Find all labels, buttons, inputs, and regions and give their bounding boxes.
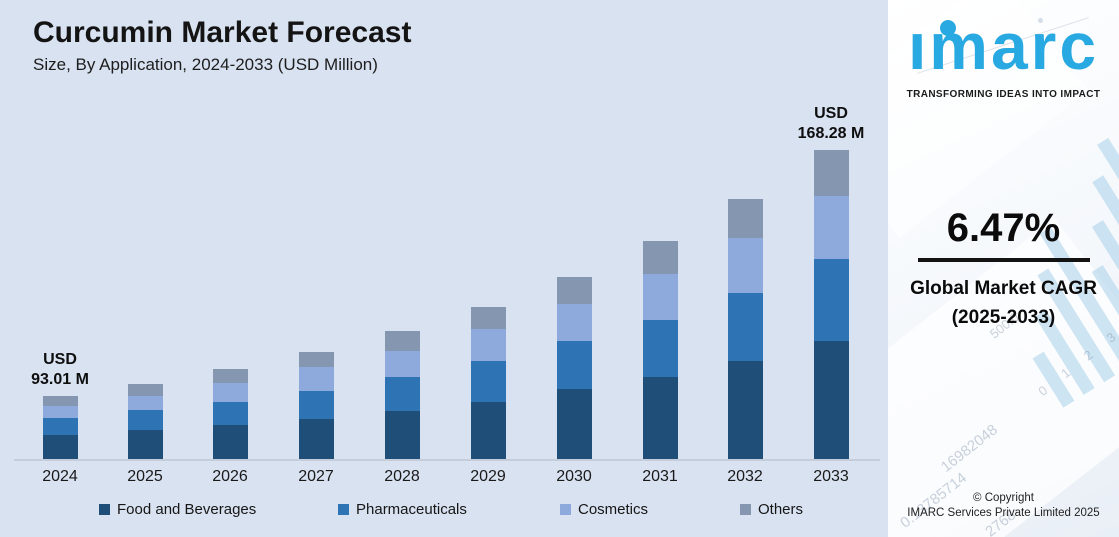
bar-segment-cosmetics bbox=[813, 196, 849, 259]
bar-2025 bbox=[127, 384, 163, 459]
bar-segment-cosmetics bbox=[42, 406, 78, 418]
bar-segment-cosmetics bbox=[212, 383, 248, 402]
bar-2030 bbox=[556, 277, 592, 459]
chart-subtitle: Size, By Application, 2024-2033 (USD Mil… bbox=[33, 55, 378, 74]
legend-label-pharmaceuticals: Pharmaceuticals bbox=[356, 501, 467, 518]
bar-segment-pharmaceuticals bbox=[727, 293, 763, 361]
x-axis-line bbox=[14, 459, 880, 461]
bar-segment-food-and-beverages bbox=[556, 389, 592, 459]
bar-segment-others bbox=[127, 384, 163, 396]
legend-swatch-cosmetics bbox=[560, 504, 571, 515]
bar-segment-cosmetics bbox=[384, 351, 420, 377]
bar-2026 bbox=[212, 369, 248, 459]
bar-segment-pharmaceuticals bbox=[470, 361, 506, 402]
bar-segment-food-and-beverages bbox=[298, 419, 334, 459]
bar-2028 bbox=[384, 331, 420, 459]
legend-item-cosmetics: Cosmetics bbox=[560, 501, 648, 518]
brand-sidebar: 500.0 0 1 2 3 4 16982048 0.13785714 2768… bbox=[888, 0, 1119, 537]
cagr-divider bbox=[917, 258, 1090, 262]
data-label-line2: 93.01 M bbox=[31, 371, 89, 388]
bar-segment-others bbox=[556, 277, 592, 304]
legend-label-others: Others bbox=[758, 501, 804, 518]
bar-2024 bbox=[42, 396, 78, 459]
data-label-line1: USD bbox=[43, 351, 77, 368]
legend-swatch-food-and-beverages bbox=[99, 504, 110, 515]
bar-segment-others bbox=[813, 150, 849, 196]
legend-item-food-and-beverages: Food and Beverages bbox=[99, 501, 256, 518]
data-label-line1: USD bbox=[814, 105, 848, 122]
imarc-logo-dot-icon bbox=[940, 20, 956, 36]
legend-label-food-and-beverages: Food and Beverages bbox=[117, 501, 257, 518]
bar-segment-food-and-beverages bbox=[42, 435, 78, 459]
legend-swatch-pharmaceuticals bbox=[338, 504, 349, 515]
data-label-2033: USD 168.28 M bbox=[771, 104, 891, 144]
bar-segment-food-and-beverages bbox=[642, 377, 678, 459]
bar-segment-cosmetics bbox=[556, 304, 592, 341]
decor-node-dot bbox=[1038, 18, 1043, 23]
bar-segment-food-and-beverages bbox=[212, 425, 248, 459]
bar-segment-others bbox=[298, 352, 334, 367]
bar-segment-food-and-beverages bbox=[470, 402, 506, 459]
copyright-line1: © Copyright bbox=[973, 492, 1034, 504]
x-axis-label-2029: 2029 bbox=[470, 468, 506, 485]
bar-segment-others bbox=[212, 369, 248, 383]
data-label-2024: USD 93.01 M bbox=[0, 350, 120, 390]
bar-segment-pharmaceuticals bbox=[212, 402, 248, 425]
bar-segment-others bbox=[42, 396, 78, 406]
bar-2029 bbox=[470, 307, 506, 459]
chart-title: Curcumin Market Forecast bbox=[33, 16, 412, 49]
legend-swatch-others bbox=[740, 504, 751, 515]
bar-segment-others bbox=[470, 307, 506, 329]
legend-item-pharmaceuticals: Pharmaceuticals bbox=[338, 501, 467, 518]
imarc-logo: ımarc bbox=[888, 8, 1119, 84]
bar-segment-cosmetics bbox=[727, 238, 763, 293]
bar-segment-cosmetics bbox=[642, 274, 678, 320]
bar-segment-pharmaceuticals bbox=[127, 410, 163, 430]
data-label-line2: 168.28 M bbox=[797, 125, 865, 142]
x-axis-label-2032: 2032 bbox=[727, 468, 763, 485]
bar-segment-others bbox=[727, 199, 763, 238]
bar-segment-food-and-beverages bbox=[384, 411, 420, 459]
copyright-line2: IMARC Services Private Limited 2025 bbox=[907, 507, 1100, 519]
bar-segment-others bbox=[384, 331, 420, 351]
x-axis-label-2031: 2031 bbox=[642, 468, 678, 485]
legend-label-cosmetics: Cosmetics bbox=[578, 501, 649, 518]
x-axis-label-2030: 2030 bbox=[556, 468, 592, 485]
bar-2033 bbox=[813, 150, 849, 459]
cagr-value: 6.47% bbox=[946, 206, 1061, 250]
imarc-tagline: TRANSFORMING IDEAS INTO IMPACT bbox=[906, 89, 1101, 100]
bar-segment-cosmetics bbox=[298, 367, 334, 391]
bar-segment-pharmaceuticals bbox=[642, 320, 678, 377]
x-axis-label-2028: 2028 bbox=[384, 468, 420, 485]
bar-2027 bbox=[298, 352, 334, 459]
bar-segment-food-and-beverages bbox=[127, 430, 163, 459]
bar-segment-pharmaceuticals bbox=[813, 259, 849, 341]
bar-segment-cosmetics bbox=[127, 396, 163, 410]
bar-2032 bbox=[727, 199, 763, 459]
bar-segment-pharmaceuticals bbox=[42, 418, 78, 435]
cagr-label-line1: Global Market CAGR bbox=[910, 278, 1097, 299]
bar-2031 bbox=[642, 241, 678, 459]
x-axis-label-2026: 2026 bbox=[212, 468, 248, 485]
bar-segment-pharmaceuticals bbox=[556, 341, 592, 389]
imarc-logo-text: ımarc bbox=[907, 9, 1100, 83]
copyright: © Copyright IMARC Services Private Limit… bbox=[888, 491, 1119, 521]
bar-segment-pharmaceuticals bbox=[384, 377, 420, 411]
bar-segment-food-and-beverages bbox=[813, 341, 849, 459]
bar-segment-food-and-beverages bbox=[727, 361, 763, 459]
bar-segment-others bbox=[642, 241, 678, 274]
x-axis-label-2025: 2025 bbox=[127, 468, 163, 485]
bar-segment-cosmetics bbox=[470, 329, 506, 361]
chart-legend: Food and Beverages Pharmaceuticals Cosmeti… bbox=[0, 501, 888, 521]
legend-item-others: Others bbox=[740, 501, 803, 518]
cagr-callout: 6.47% Global Market CAGR (2025-2033) bbox=[888, 206, 1119, 332]
chart-panel: Curcumin Market Forecast Size, By Applic… bbox=[0, 0, 888, 537]
x-axis-label-2033: 2033 bbox=[813, 468, 849, 485]
cagr-label-line2: (2025-2033) bbox=[951, 307, 1056, 328]
x-axis-label-2024: 2024 bbox=[42, 468, 78, 485]
bar-segment-pharmaceuticals bbox=[298, 391, 334, 419]
x-axis-label-2027: 2027 bbox=[298, 468, 334, 485]
